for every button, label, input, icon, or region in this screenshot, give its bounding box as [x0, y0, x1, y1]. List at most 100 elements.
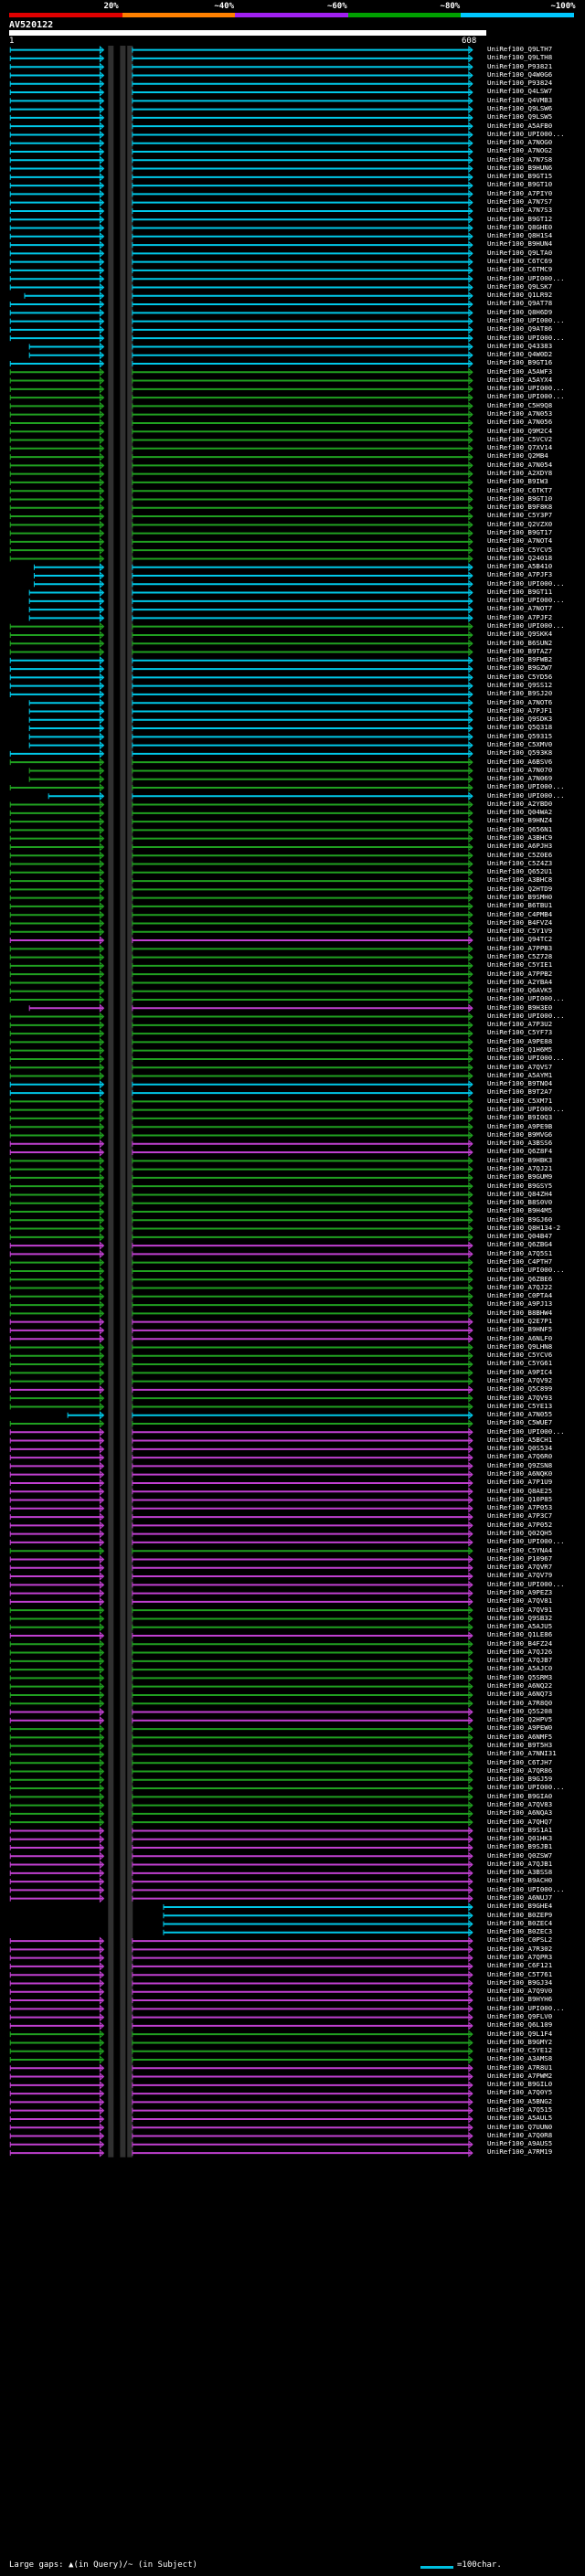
hit-row[interactable]: [9, 673, 473, 682]
hit-label[interactable]: UniRef100_Q9LSW6: [487, 103, 553, 112]
hit-row[interactable]: [9, 537, 473, 546]
hit-row[interactable]: [9, 88, 473, 97]
hit-label[interactable]: UniRef100_A5AJC0: [487, 1664, 553, 1673]
hit-row[interactable]: [9, 486, 473, 495]
hit-row[interactable]: [9, 1419, 473, 1428]
hit-label[interactable]: UniRef100_Q6Z8F4: [487, 1147, 553, 1156]
hit-row[interactable]: [9, 647, 473, 657]
hit-label[interactable]: UniRef100_A7PPB2: [487, 969, 553, 978]
hit-label[interactable]: UniRef100_B9SMH0: [487, 893, 553, 901]
hit-label[interactable]: UniRef100_Q9M2C4: [487, 426, 553, 435]
hit-label[interactable]: UniRef100_A7R8U1: [487, 2062, 553, 2072]
hit-row[interactable]: [9, 367, 473, 376]
hit-row[interactable]: [9, 1318, 473, 1327]
hit-label[interactable]: UniRef100_B9TAZ7: [487, 646, 553, 655]
hit-label[interactable]: UniRef100_Q6AVK5: [487, 986, 553, 995]
hit-label[interactable]: UniRef100_C5WUE7: [487, 1418, 553, 1427]
hit-row[interactable]: [9, 181, 473, 190]
hit-row[interactable]: [9, 1258, 473, 1267]
hit-label[interactable]: UniRef100_C5Z728: [487, 951, 553, 960]
hit-label[interactable]: UniRef100_A6NMF5: [487, 1732, 553, 1741]
hit-row[interactable]: [9, 470, 473, 479]
hit-row[interactable]: [9, 2055, 473, 2064]
hit-label[interactable]: UniRef100_Q7UUN0: [487, 2122, 553, 2131]
hit-label[interactable]: UniRef100_B9GT16: [487, 358, 553, 367]
hit-row[interactable]: [9, 1758, 473, 1767]
hit-row[interactable]: [9, 189, 473, 199]
hit-row[interactable]: [9, 300, 473, 309]
hit-label[interactable]: UniRef100_B8S0V0: [487, 1198, 553, 1207]
hit-label[interactable]: UniRef100_Q9FLV0: [487, 2011, 553, 2020]
hit-label[interactable]: UniRef100_C5Y3P7: [487, 511, 553, 520]
hit-label[interactable]: UniRef100_B9IW3: [487, 477, 548, 486]
hit-label[interactable]: UniRef100_A7RM19: [487, 2147, 553, 2157]
hit-label[interactable]: UniRef100_Q84ZH4: [487, 1189, 553, 1198]
hit-row[interactable]: [9, 868, 473, 877]
hit-row[interactable]: [9, 1996, 473, 2005]
hit-row[interactable]: [9, 1342, 473, 1352]
hit-row[interactable]: [9, 936, 473, 945]
hit-label[interactable]: UniRef100_A6NUJ7: [487, 1893, 553, 1903]
hit-label[interactable]: UniRef100_UPI000...: [487, 1054, 565, 1063]
hit-row[interactable]: [9, 944, 473, 953]
hit-label[interactable]: UniRef100_B9HUN4: [487, 239, 553, 249]
hit-row[interactable]: [9, 130, 473, 140]
hit-row[interactable]: [9, 952, 473, 962]
hit-row[interactable]: [9, 173, 473, 182]
hit-row[interactable]: [9, 1673, 473, 1683]
hit-row[interactable]: [9, 155, 473, 164]
hit-row[interactable]: [9, 783, 473, 792]
hit-row[interactable]: [9, 1742, 473, 1751]
hit-row[interactable]: [9, 978, 473, 988]
hit-row[interactable]: [9, 1385, 473, 1394]
hit-row[interactable]: [9, 1453, 473, 1462]
hit-row[interactable]: [9, 664, 473, 673]
hit-row[interactable]: [9, 1224, 473, 1234]
hit-label[interactable]: UniRef100_A3BSS6: [487, 1139, 553, 1148]
hit-label[interactable]: UniRef100_Q9SB32: [487, 1613, 553, 1622]
hit-label[interactable]: UniRef100_B9SJB1: [487, 1842, 553, 1851]
hit-row[interactable]: [9, 198, 473, 207]
hit-label[interactable]: UniRef100_A9PE88: [487, 1036, 553, 1045]
hit-row[interactable]: [28, 597, 473, 606]
hit-row[interactable]: [9, 1572, 473, 1581]
hit-row[interactable]: [9, 1716, 473, 1725]
hit-label[interactable]: UniRef100_Q04B47: [487, 1232, 553, 1241]
hit-row[interactable]: [9, 2030, 473, 2039]
hit-label[interactable]: UniRef100_B9GZW7: [487, 663, 553, 673]
hit-row[interactable]: [9, 1800, 473, 1810]
hit-row[interactable]: [9, 817, 473, 826]
hit-row[interactable]: [9, 2038, 473, 2048]
hit-label[interactable]: UniRef100_A7QJ21: [487, 1163, 553, 1172]
hit-label[interactable]: UniRef100_C5YF73: [487, 1028, 553, 1037]
hit-row[interactable]: [9, 1631, 473, 1640]
hit-row[interactable]: [9, 1606, 473, 1615]
hit-label[interactable]: UniRef100_A7N7S8: [487, 154, 553, 164]
hit-row[interactable]: [9, 1691, 473, 1700]
hit-label[interactable]: UniRef100_A6NQK0: [487, 1469, 553, 1479]
hit-row[interactable]: [9, 1394, 473, 1403]
hit-row[interactable]: [9, 631, 473, 640]
hit-label[interactable]: UniRef100_Q0ZSW7: [487, 1850, 553, 1860]
hit-label[interactable]: UniRef100_A6NLF0: [487, 1333, 553, 1342]
hit-label[interactable]: UniRef100_A7N053: [487, 409, 553, 419]
hit-row[interactable]: [9, 444, 473, 453]
hit-label[interactable]: UniRef100_A7PPB3: [487, 943, 553, 952]
hit-row[interactable]: [9, 639, 473, 648]
hit-label[interactable]: UniRef100_A7QV81: [487, 1596, 553, 1606]
hit-label[interactable]: UniRef100_A7NOT6: [487, 697, 553, 706]
hit-row[interactable]: [9, 1445, 473, 1454]
hit-row[interactable]: [28, 724, 473, 733]
hit-row[interactable]: [163, 1928, 473, 1937]
hit-row[interactable]: [9, 1140, 473, 1149]
hit-label[interactable]: UniRef100_A7QHQ7: [487, 1817, 553, 1826]
hit-row[interactable]: [9, 1080, 473, 1089]
hit-label[interactable]: UniRef100_UPI000...: [487, 1011, 565, 1020]
hit-row[interactable]: [9, 240, 473, 249]
hit-label[interactable]: UniRef100_B9GJ34: [487, 1977, 553, 1987]
hit-label[interactable]: UniRef100_A7PJF1: [487, 705, 553, 715]
hit-row[interactable]: [9, 1182, 473, 1191]
hit-row[interactable]: [9, 1860, 473, 1870]
hit-label[interactable]: UniRef100_C5H9Q8: [487, 400, 553, 409]
hit-row[interactable]: [9, 139, 473, 148]
